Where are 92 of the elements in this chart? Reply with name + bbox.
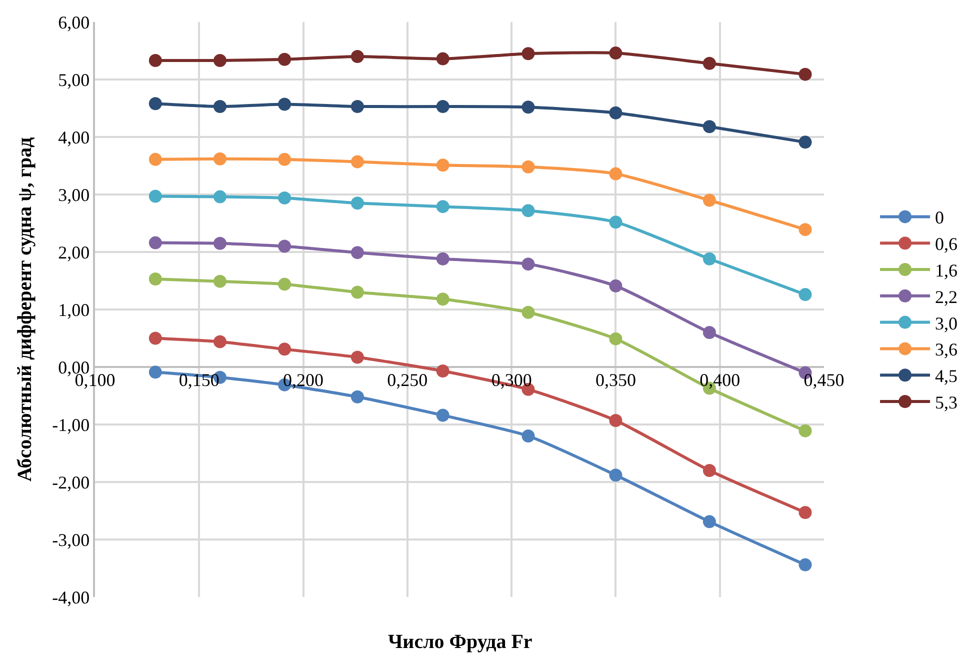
point — [609, 279, 622, 292]
point — [609, 414, 622, 427]
point — [148, 332, 162, 345]
point — [522, 430, 535, 442]
point — [213, 190, 226, 204]
point — [350, 100, 364, 114]
point — [148, 152, 162, 166]
legend-label: 1,6 — [935, 260, 958, 281]
point — [278, 98, 292, 111]
point — [278, 52, 292, 66]
point — [350, 196, 364, 210]
point — [798, 223, 812, 236]
legend-label: 3,6 — [935, 340, 958, 360]
point — [609, 332, 622, 346]
point — [436, 252, 450, 266]
point — [148, 236, 162, 250]
point — [213, 100, 226, 114]
point — [522, 306, 535, 319]
y-tick-label: 2,00 — [58, 242, 90, 262]
point — [436, 158, 450, 172]
point — [798, 68, 812, 81]
point — [148, 190, 162, 203]
point — [350, 50, 364, 63]
point — [213, 274, 226, 288]
point — [148, 366, 162, 379]
point — [522, 258, 535, 271]
y-tick-label: 1,00 — [58, 300, 90, 320]
point — [213, 152, 226, 166]
legend-label: 5,3 — [935, 392, 958, 413]
point — [609, 468, 622, 482]
point — [436, 100, 450, 114]
point — [436, 292, 450, 306]
point — [350, 286, 364, 299]
point — [148, 54, 162, 68]
point — [148, 97, 162, 110]
y-tick-label: -4,00 — [52, 587, 90, 608]
y-tick-label: -1,00 — [52, 414, 90, 435]
point — [702, 326, 716, 339]
point — [609, 46, 622, 60]
x-axis-title: Число Фруда Fr — [388, 631, 532, 653]
y-tick-label: -2,00 — [52, 472, 90, 492]
point — [436, 52, 450, 66]
point — [702, 194, 716, 207]
point — [609, 167, 622, 180]
point — [213, 54, 226, 68]
y-tick-label: -3,00 — [52, 530, 90, 550]
legend-label: 0,6 — [935, 234, 958, 254]
legend-label: 2,2 — [935, 286, 958, 307]
point — [702, 120, 716, 134]
point — [798, 558, 812, 572]
point — [798, 424, 812, 438]
point — [798, 288, 812, 302]
point — [702, 252, 716, 266]
point — [436, 200, 450, 214]
x-tick-label: 0,450 — [804, 370, 844, 390]
point — [278, 278, 292, 291]
point — [350, 155, 364, 168]
x-tick-label: 0,400 — [700, 370, 740, 390]
point — [522, 47, 535, 60]
legend-label: 0 — [935, 208, 944, 228]
x-tick-label: 0,200 — [283, 370, 324, 390]
point — [798, 136, 812, 149]
y-tick-label: 5,00 — [58, 70, 90, 90]
legend-label: 3,0 — [935, 313, 958, 334]
y-axis-title: Абсолютный дифферент судна ψ, град — [14, 137, 36, 482]
point — [350, 390, 364, 404]
point — [350, 350, 364, 364]
y-tick-label: 4,00 — [58, 127, 90, 148]
point — [609, 106, 622, 120]
point — [436, 364, 450, 378]
point — [798, 506, 812, 519]
legend-label: 4,5 — [935, 366, 958, 386]
point — [522, 100, 535, 114]
y-tick-label: 3,00 — [58, 184, 90, 205]
point — [522, 204, 535, 218]
point — [213, 335, 226, 348]
point — [278, 152, 292, 166]
y-tick-label: 6,00 — [58, 12, 90, 32]
point — [148, 272, 162, 286]
point — [609, 216, 622, 229]
point — [436, 408, 450, 422]
point — [278, 191, 292, 204]
point — [278, 240, 292, 253]
point — [702, 56, 716, 70]
point — [213, 236, 226, 250]
point — [702, 464, 716, 477]
point — [350, 246, 364, 260]
point — [702, 515, 716, 528]
point — [278, 342, 292, 356]
x-tick-label: 0,250 — [387, 370, 428, 390]
x-tick-label: 0,350 — [595, 370, 636, 390]
point — [522, 160, 535, 174]
